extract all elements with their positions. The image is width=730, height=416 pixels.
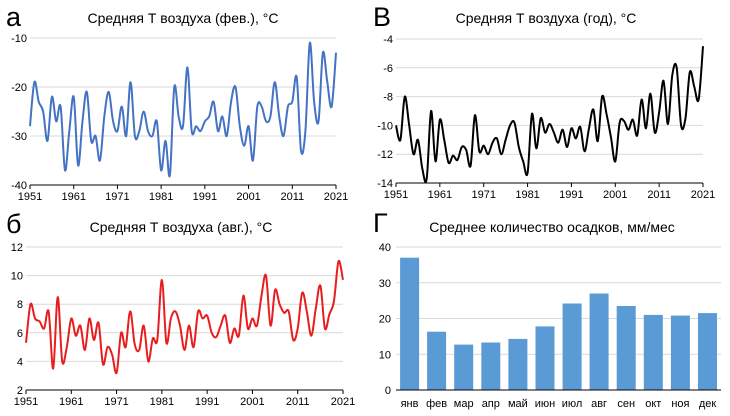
- y-tick-label: 20: [379, 314, 391, 326]
- x-tick-label: 1991: [559, 189, 583, 201]
- x-tick-label: 1961: [59, 396, 83, 408]
- bar-дек: [698, 313, 717, 390]
- y-tick-label: -14: [377, 178, 393, 190]
- series-line-v: [395, 46, 704, 184]
- x-tick-label: 1991: [195, 396, 219, 408]
- x-category-label: фев: [426, 398, 447, 410]
- panel-letter-b: б: [6, 209, 21, 239]
- x-category-label: окт: [645, 398, 661, 410]
- bar-июл: [562, 303, 582, 390]
- y-tick-label: 8: [17, 299, 23, 311]
- x-tick-label: 1961: [61, 191, 85, 203]
- x-tick-label: 1951: [384, 189, 408, 201]
- y-tick-label: 2: [17, 385, 23, 397]
- x-tick-label: 1971: [471, 189, 495, 201]
- x-tick-label: 2021: [324, 191, 348, 203]
- x-tick-label: 1971: [105, 191, 129, 203]
- bar-авг: [589, 293, 609, 390]
- x-tick-label: 1981: [150, 396, 174, 408]
- y-tick-label: 30: [379, 278, 391, 290]
- series-line-b: [25, 259, 344, 375]
- panel-b-aug-temperature: б Средняя Т воздуха (авг.), °C 2 4 6 8 10 12 195…: [6, 209, 355, 408]
- x-tick-label: 1981: [515, 189, 539, 201]
- x-category-label: июл: [562, 398, 583, 410]
- x-tick-label: 1951: [18, 191, 42, 203]
- x-tick-label: 2011: [286, 396, 310, 408]
- x-tick-label: 2001: [236, 191, 260, 203]
- bar-июн: [535, 326, 555, 390]
- x-tick-label: 2011: [647, 189, 671, 201]
- x-category-label: янв: [401, 398, 419, 410]
- panel-g-precipitation: Г Среднее количество осадков, мм/мес 0 10 20…: [373, 208, 721, 410]
- x-tick-label: 2021: [331, 396, 355, 408]
- bar-янв: [400, 257, 420, 390]
- x-category-label: ноя: [671, 398, 689, 410]
- y-tick-label: 6: [17, 328, 23, 340]
- y-tick-label: 0: [385, 385, 391, 397]
- y-tick-label: -6: [383, 63, 393, 75]
- x-tick-label: 1951: [14, 396, 38, 408]
- bar-ноя: [670, 315, 690, 390]
- bar-мар: [454, 344, 474, 390]
- x-category-label: дек: [699, 398, 717, 410]
- x-category-label: апр: [482, 398, 500, 410]
- bar-апр: [481, 342, 501, 390]
- x-category-label: мар: [454, 398, 474, 410]
- x-tick-label: 2011: [280, 191, 304, 203]
- y-tick-label: -8: [383, 92, 393, 104]
- bar-фев: [427, 331, 447, 390]
- chart-title-g: Среднее количество осадков, мм/мес: [429, 219, 675, 235]
- y-tick-label: -12: [377, 149, 393, 161]
- y-tick-label: -20: [11, 82, 27, 94]
- y-tick-label: 10: [379, 349, 391, 361]
- x-tick-label: 1971: [104, 396, 128, 408]
- bar-окт: [643, 314, 663, 390]
- panel-letter-a: а: [6, 2, 22, 32]
- chart-title-a: Средняя Т воздуха (фев.), °C: [88, 10, 279, 26]
- y-tick-label: -30: [11, 131, 27, 143]
- x-tick-label: 1981: [149, 191, 173, 203]
- y-tick-label: 40: [379, 242, 391, 254]
- y-tick-label: 10: [11, 271, 23, 283]
- chart-title-b: Средняя Т воздуха (авг.), °C: [90, 219, 273, 235]
- chart-title-v: Средняя Т воздуха (год), °C: [456, 10, 637, 26]
- panel-letter-g: Г: [373, 208, 388, 238]
- x-tick-label: 2001: [240, 396, 264, 408]
- bar-сен: [616, 306, 636, 390]
- x-category-label: авг: [591, 398, 607, 410]
- x-tick-label: 1961: [428, 189, 452, 201]
- x-category-label: июн: [535, 398, 555, 410]
- x-tick-label: 2021: [691, 189, 715, 201]
- x-category-label: сен: [617, 398, 635, 410]
- series-line-a: [29, 41, 337, 178]
- y-tick-label: -40: [11, 180, 27, 192]
- y-tick-label: -10: [377, 120, 393, 132]
- x-tick-label: 1991: [193, 191, 217, 203]
- x-tick-label: 2001: [603, 189, 627, 201]
- y-tick-label: 12: [11, 242, 23, 254]
- panel-letter-v: В: [373, 2, 391, 32]
- y-tick-label: -10: [11, 33, 27, 45]
- y-tick-label: 4: [17, 356, 23, 368]
- x-category-label: май: [508, 398, 528, 410]
- panel-v-annual-temperature: В Средняя Т воздуха (год), °C -14 -12 -10 -8 -…: [373, 2, 715, 201]
- bar-май: [508, 338, 528, 390]
- y-tick-label: -4: [383, 34, 393, 46]
- panel-a-feb-temperature: а Средняя Т воздуха (фев.), °C -40 -30 -20 -1…: [6, 2, 348, 203]
